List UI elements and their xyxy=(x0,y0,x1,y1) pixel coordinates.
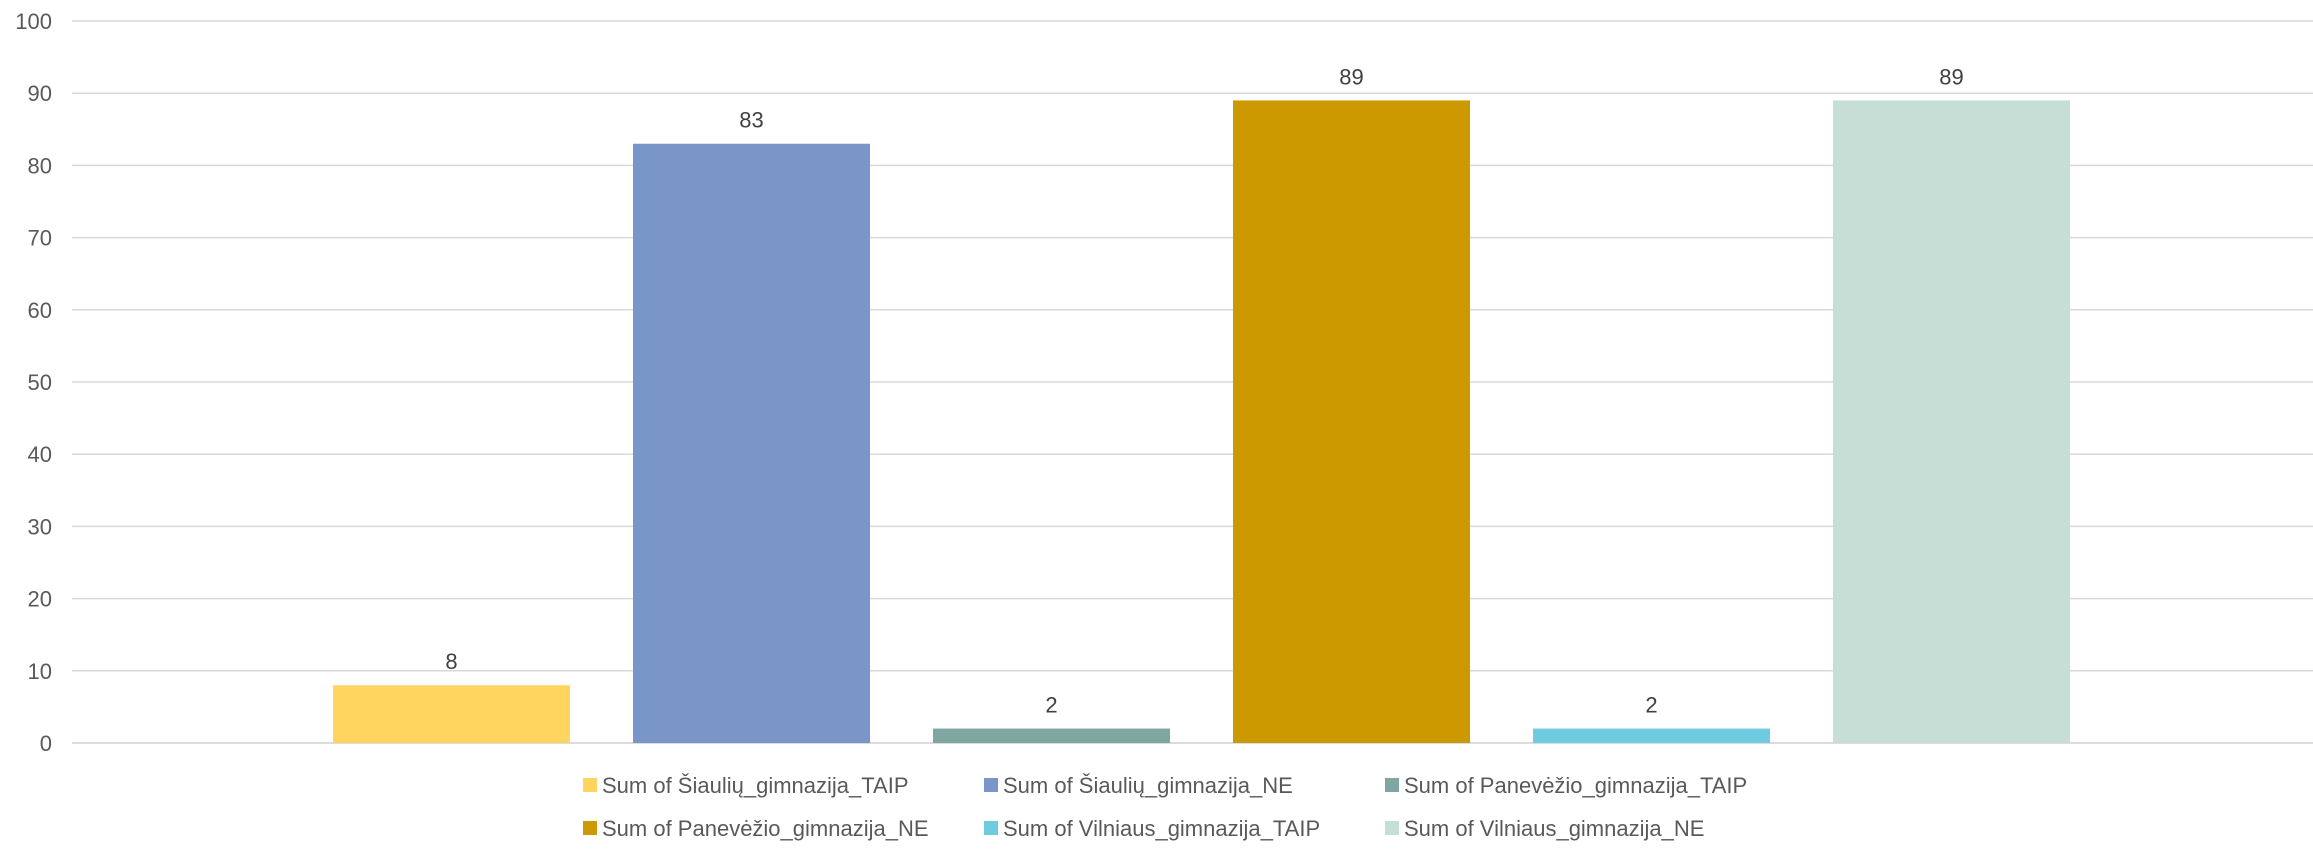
data-label: 89 xyxy=(1339,64,1363,89)
legend-swatch xyxy=(984,778,998,792)
legend-label: Sum of Šiaulių_gimnazija_NE xyxy=(1003,773,1293,798)
data-label: 89 xyxy=(1939,64,1963,89)
gridlines xyxy=(72,20,2313,744)
legend-swatch xyxy=(1385,778,1399,792)
bar xyxy=(1233,100,1470,744)
legend-swatch xyxy=(984,821,998,835)
data-labels: 8 83 2 89 2 89 xyxy=(445,64,1963,717)
y-tick-label: 80 xyxy=(28,153,52,178)
bars xyxy=(333,100,2070,744)
legend-swatch xyxy=(1385,821,1399,835)
y-axis: 0 10 20 30 40 50 60 70 80 90 100 xyxy=(15,9,52,756)
legend: Sum of Šiaulių_gimnazija_TAIP Sum of Šiau… xyxy=(583,773,1747,841)
legend-label: Sum of Vilniaus_gimnazija_TAIP xyxy=(1003,816,1320,841)
legend-swatch xyxy=(583,778,597,792)
y-tick-label: 70 xyxy=(28,226,52,251)
bar xyxy=(333,685,570,743)
bar xyxy=(933,728,1170,743)
data-label: 2 xyxy=(1645,693,1657,718)
legend-swatch xyxy=(583,821,597,835)
legend-label: Sum of Šiaulių_gimnazija_TAIP xyxy=(602,773,909,798)
y-tick-label: 40 xyxy=(28,442,52,467)
y-tick-label: 50 xyxy=(28,370,52,395)
legend-label: Sum of Panevėžio_gimnazija_NE xyxy=(602,816,929,841)
data-label: 8 xyxy=(445,649,457,674)
data-label: 83 xyxy=(739,108,763,133)
y-tick-label: 30 xyxy=(28,514,52,539)
bar xyxy=(1833,100,2070,744)
y-tick-label: 100 xyxy=(15,9,52,34)
y-tick-label: 0 xyxy=(40,731,52,756)
y-tick-label: 60 xyxy=(28,298,52,323)
legend-label: Sum of Panevėžio_gimnazija_TAIP xyxy=(1404,773,1747,798)
legend-label: Sum of Vilniaus_gimnazija_NE xyxy=(1404,816,1704,841)
bar xyxy=(1533,728,1770,743)
bar xyxy=(633,143,870,744)
y-tick-label: 10 xyxy=(28,659,52,684)
data-label: 2 xyxy=(1045,693,1057,718)
y-tick-label: 90 xyxy=(28,81,52,106)
y-tick-label: 20 xyxy=(28,587,52,612)
